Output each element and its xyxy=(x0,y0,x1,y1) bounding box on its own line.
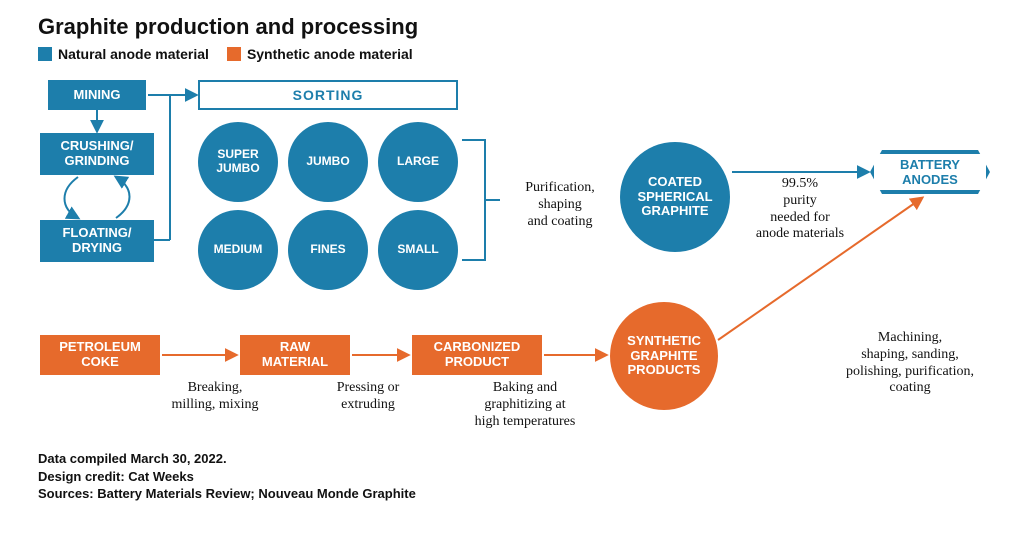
sort-super-jumbo: SUPERJUMBO xyxy=(198,122,278,202)
legend-item-natural: Natural anode material xyxy=(38,46,209,62)
legend-label-natural: Natural anode material xyxy=(58,46,209,62)
sort-jumbo: JUMBO xyxy=(288,122,368,202)
sort-large: LARGE xyxy=(378,122,458,202)
synthetic-graphite-products: SYNTHETICGRAPHITEPRODUCTS xyxy=(610,302,718,410)
sorting-box: SORTING xyxy=(198,80,458,110)
footer-credits: Data compiled March 30, 2022. Design cre… xyxy=(38,450,416,503)
footer-line-3: Sources: Battery Materials Review; Nouve… xyxy=(38,485,416,503)
step-mining: MINING xyxy=(48,80,146,110)
sort-small: SMALL xyxy=(378,210,458,290)
sort-fines: FINES xyxy=(288,210,368,290)
battery-anodes: BATTERYANODES xyxy=(870,150,990,194)
ann-purity: 99.5%purityneeded foranode materials xyxy=(740,176,860,243)
page-title: Graphite production and processing xyxy=(38,14,418,40)
diagram-stage: Graphite production and processing Natur… xyxy=(0,0,1024,535)
ann-machining: Machining,shaping, sanding,polishing, pu… xyxy=(810,330,1010,397)
legend-item-synthetic: Synthetic anode material xyxy=(227,46,413,62)
footer-line-2: Design credit: Cat Weeks xyxy=(38,468,416,486)
step-raw-material: RAWMATERIAL xyxy=(240,335,350,375)
legend-swatch-synthetic xyxy=(227,47,241,61)
ann-baking: Baking andgraphitizing athigh temperatur… xyxy=(445,380,605,430)
coated-spherical-graphite: COATEDSPHERICALGRAPHITE xyxy=(620,142,730,252)
step-crushing-grinding: CRUSHING/GRINDING xyxy=(40,133,154,175)
legend: Natural anode material Synthetic anode m… xyxy=(38,46,413,62)
sort-medium: MEDIUM xyxy=(198,210,278,290)
footer-line-1: Data compiled March 30, 2022. xyxy=(38,450,416,468)
ann-purification: Purification,shapingand coating xyxy=(505,180,615,230)
ann-breaking: Breaking,milling, mixing xyxy=(150,380,280,414)
ann-pressing: Pressing orextruding xyxy=(308,380,428,414)
step-floating-drying: FLOATING/DRYING xyxy=(40,220,154,262)
step-petroleum-coke: PETROLEUMCOKE xyxy=(40,335,160,375)
step-carbonized-product: CARBONIZEDPRODUCT xyxy=(412,335,542,375)
legend-label-synthetic: Synthetic anode material xyxy=(247,46,413,62)
legend-swatch-natural xyxy=(38,47,52,61)
